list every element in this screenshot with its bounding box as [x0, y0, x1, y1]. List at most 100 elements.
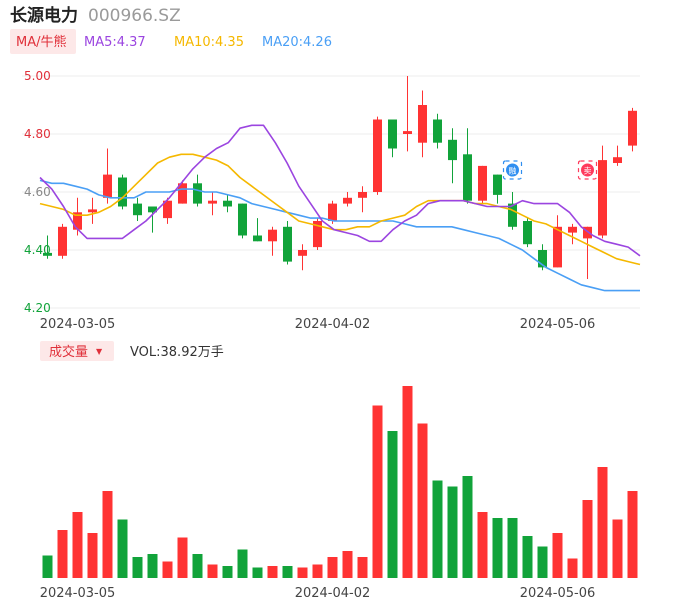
y-tick-label: 4.60 [24, 185, 51, 199]
ma5-line [39, 124, 641, 257]
candle-body [583, 226, 592, 239]
volume-bar [57, 530, 68, 578]
x-tick-label: 2024-03-05 [40, 586, 116, 601]
candle-body [163, 200, 172, 219]
candle-body [58, 226, 67, 256]
volume-bar [192, 554, 203, 578]
candle-body [268, 229, 277, 242]
volume-bar [177, 537, 188, 578]
signal-marker: 卖 [577, 160, 598, 180]
candle-body [598, 160, 607, 236]
volume-bar [627, 491, 638, 578]
volume-button[interactable]: 成交量 ▼ [40, 341, 114, 361]
volume-bar [432, 480, 443, 578]
marker-dot [581, 163, 594, 177]
candle-body [448, 139, 457, 161]
volume-bar [222, 566, 233, 578]
candle-body [523, 221, 532, 245]
marker-label: 卖 [584, 167, 592, 176]
candle-body [118, 177, 127, 207]
candle-body [553, 226, 562, 268]
candle-body [433, 119, 442, 143]
x-tick-label: 2024-04-02 [295, 586, 371, 601]
volume-bar [282, 566, 293, 578]
candle-body [133, 203, 142, 216]
volume-bar [297, 567, 308, 578]
candle-body [568, 226, 577, 233]
candle-body [463, 154, 472, 201]
volume-bar [402, 386, 413, 578]
candle-body [88, 209, 97, 213]
candle-body [493, 174, 502, 195]
x-tick-label: 2024-04-02 [295, 317, 371, 332]
volume-value: VOL:38.92万手 [130, 345, 224, 360]
marker-frame [577, 160, 598, 180]
volume-button-bg [40, 341, 114, 361]
ma-button[interactable]: MA/牛熊 [10, 29, 76, 54]
volume-bar [387, 431, 398, 578]
volume-bar [537, 546, 548, 578]
candle-body [238, 203, 247, 236]
volume-bar [417, 423, 428, 578]
candle-body [178, 183, 187, 204]
candle-body [43, 252, 52, 256]
marker-dot [506, 163, 519, 177]
y-tick-label: 4.20 [24, 301, 51, 315]
candle-body [253, 235, 262, 242]
candle-body [328, 203, 337, 221]
price-y-axis: 5.004.804.604.404.20 [24, 69, 51, 315]
marker-label: 融 [509, 166, 517, 176]
volume-bar [597, 467, 608, 578]
candle-body [358, 192, 367, 198]
ma10-value: MA10:4.35 [174, 35, 244, 50]
ma-button-label: MA/牛熊 [16, 34, 67, 50]
candle-body [208, 200, 217, 204]
x-tick-label: 2024-05-06 [520, 586, 596, 601]
volume-bar [447, 486, 458, 578]
volume-bar [357, 557, 368, 578]
candle-body [538, 250, 547, 268]
signal-markers: 融卖 [502, 160, 598, 180]
volume-bar [162, 561, 173, 578]
volume-bar [492, 518, 503, 578]
volume-bar [102, 491, 113, 578]
volume-bar [252, 567, 263, 578]
volume-bar [42, 555, 53, 578]
volume-bar [342, 551, 353, 578]
ma20-line [39, 179, 640, 292]
x-tick-label: 2024-05-06 [520, 317, 596, 332]
volume-bar [267, 566, 278, 578]
volume-button-label: 成交量 [49, 344, 88, 360]
volume-bar [207, 564, 218, 578]
y-tick-label: 5.00 [24, 69, 51, 83]
candle-body [148, 206, 157, 213]
volume-bar [72, 512, 83, 578]
stock-code: 000966.SZ [88, 6, 181, 26]
marker-frame [502, 160, 523, 180]
candle-body [103, 174, 112, 198]
volume-bar [552, 533, 563, 578]
volume-bar [87, 533, 98, 578]
candle-body [613, 157, 622, 163]
candle-body [403, 131, 412, 134]
candle-body [418, 105, 427, 143]
candle-body [313, 221, 322, 248]
volume-bar [507, 518, 518, 578]
volume-bar [327, 557, 338, 578]
volume-bar [132, 557, 143, 578]
volume-bar [582, 500, 593, 578]
candle-body [508, 203, 517, 227]
volume-bar [237, 549, 248, 578]
volume-bar [312, 564, 323, 578]
moving-averages [39, 124, 641, 292]
candle-body [478, 165, 487, 201]
signal-marker: 融 [502, 160, 523, 180]
volume-bar [147, 554, 158, 578]
volume-bar [612, 519, 623, 578]
candle-body [343, 197, 352, 204]
stock-name: 长源电力 [10, 5, 78, 26]
chevron-down-icon: ▼ [96, 347, 103, 356]
candle-body [283, 226, 292, 262]
price-grid [22, 75, 640, 309]
